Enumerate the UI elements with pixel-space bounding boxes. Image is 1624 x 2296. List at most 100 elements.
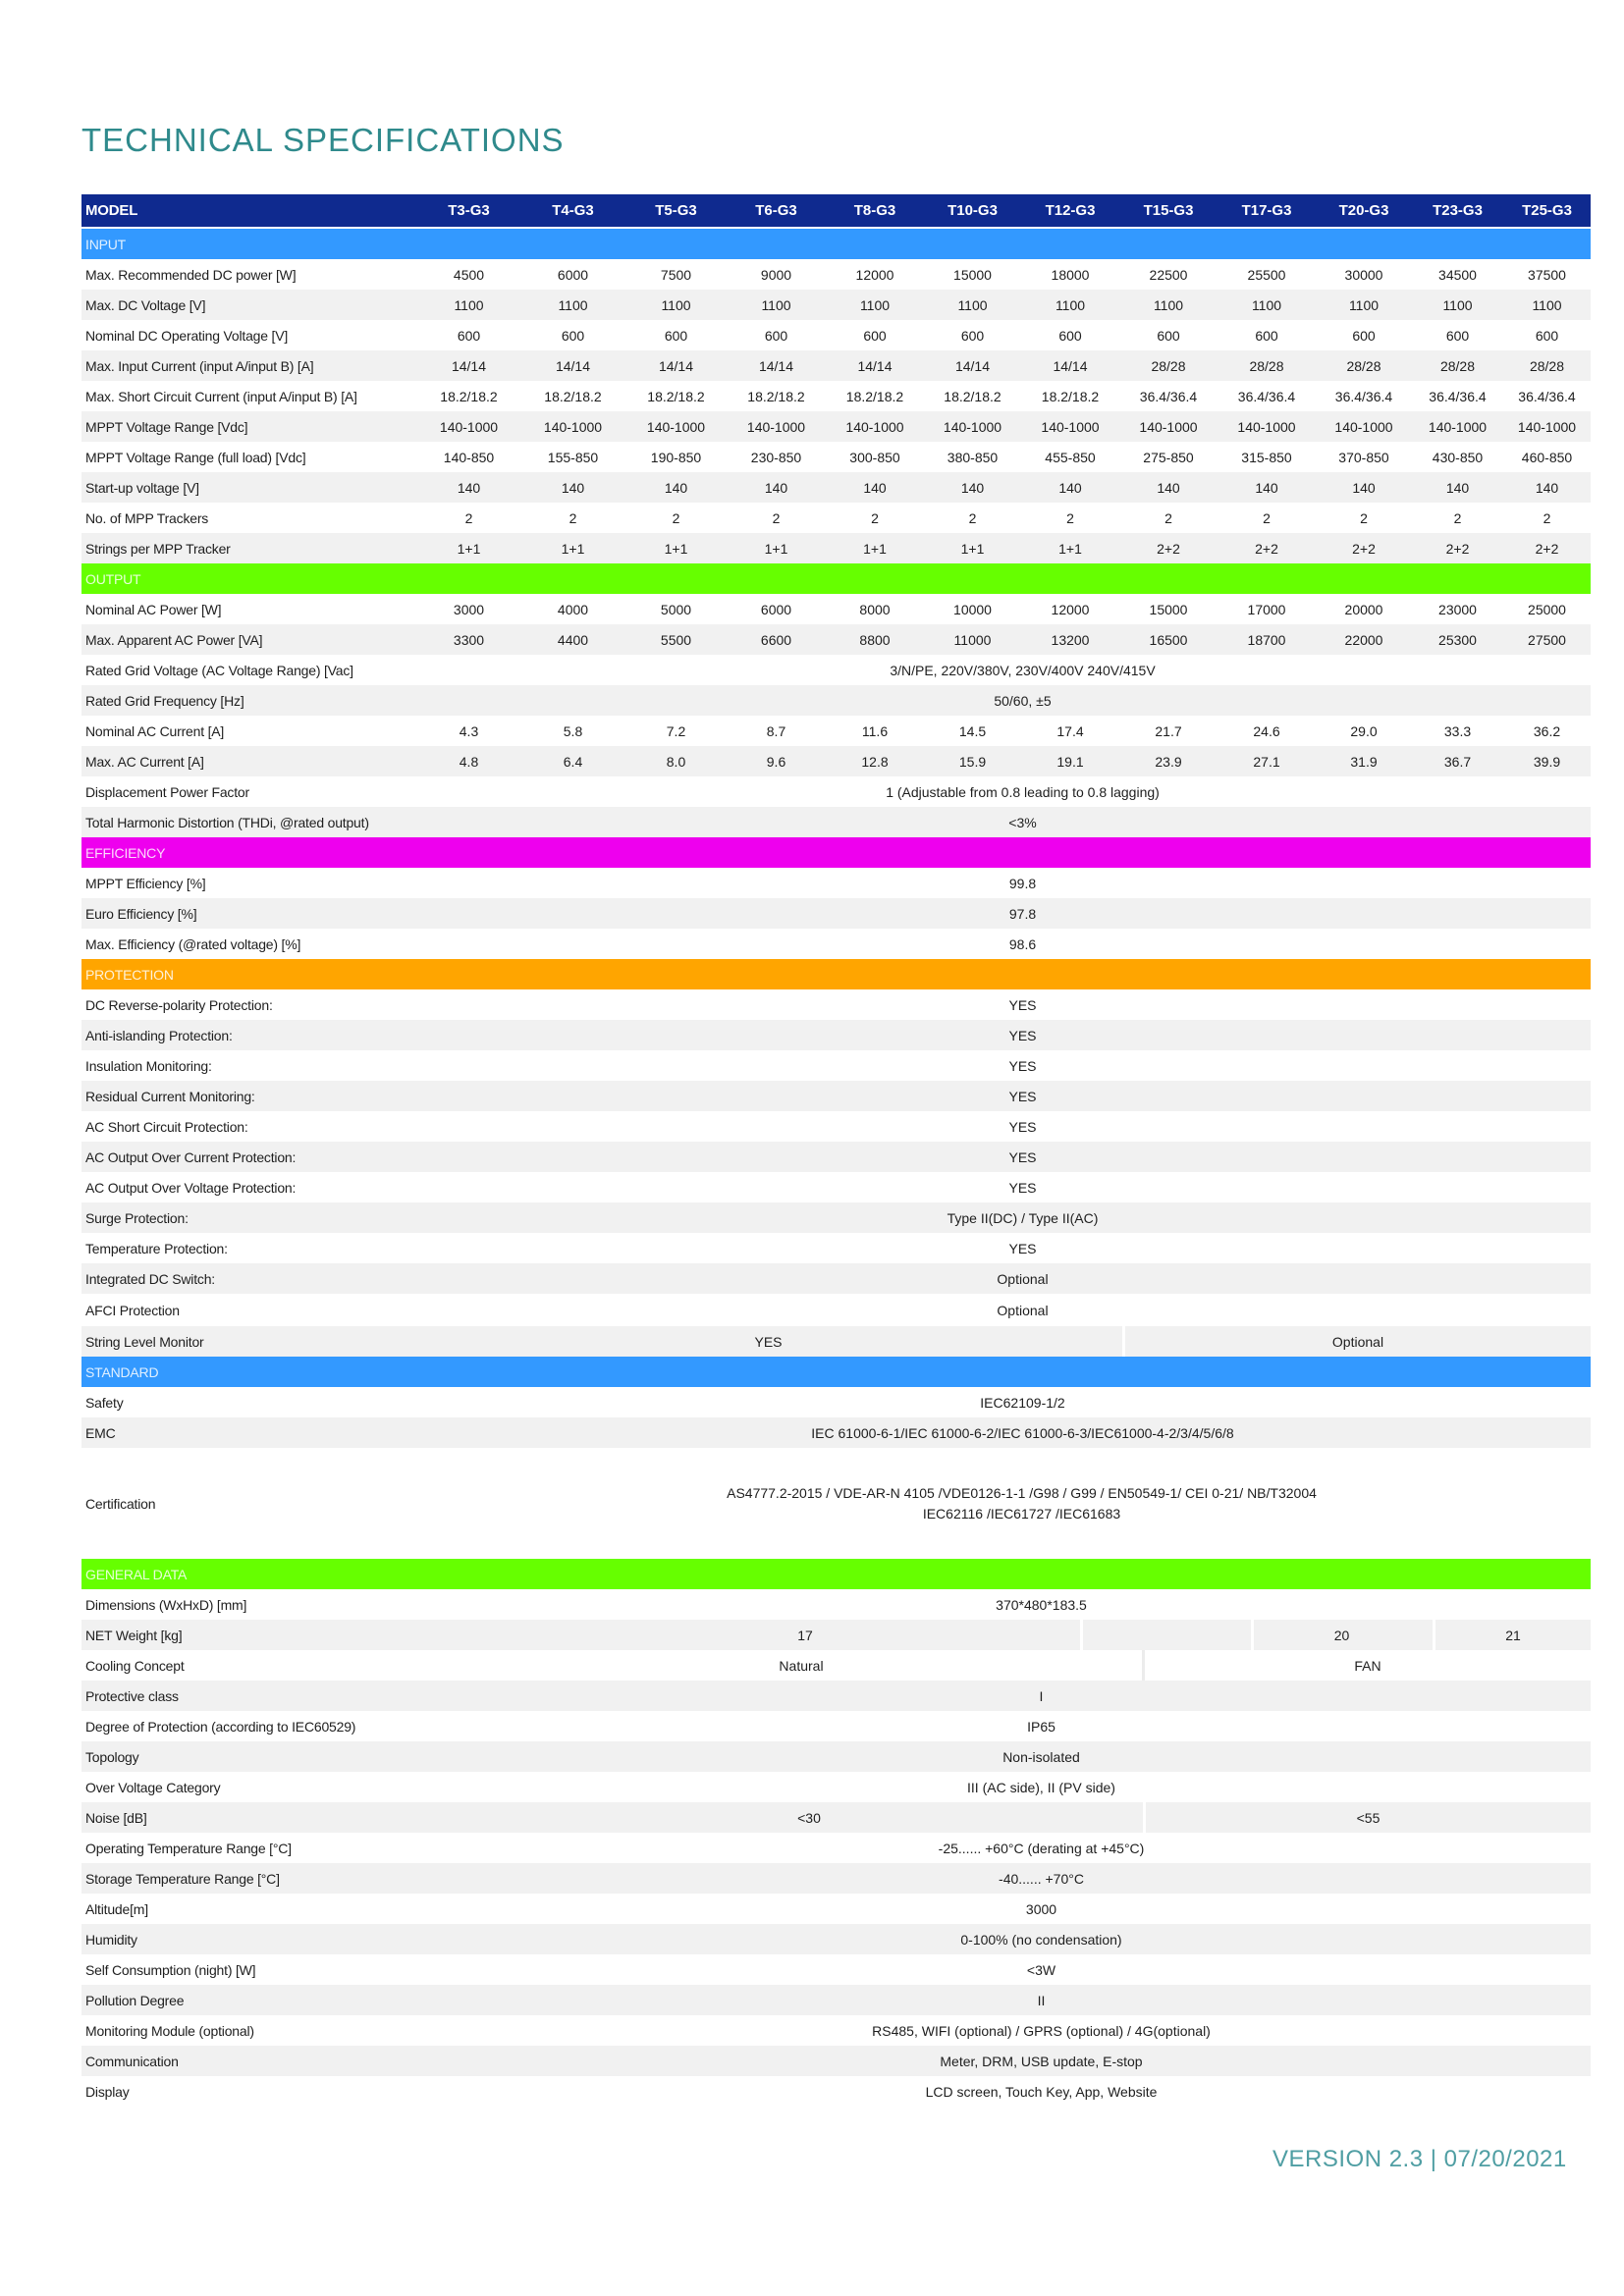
spec-label: Noise [dB] <box>85 1809 147 1826</box>
spec-value: YES <box>1008 1118 1037 1135</box>
spec-value: 6.4 <box>563 753 583 770</box>
spec-value: 21.7 <box>1155 722 1182 739</box>
spec-value: 98.6 <box>1008 935 1037 952</box>
spec-value: 28/28 <box>1439 357 1476 374</box>
spec-row-euro-efficiency: Euro Efficiency [%] 97.8 <box>81 898 1591 929</box>
spec-label: Topology <box>85 1748 139 1765</box>
spec-value: 1100 <box>859 296 891 313</box>
spec-value: IP65 <box>1027 1718 1056 1735</box>
spec-value: 275-850 <box>1143 449 1194 465</box>
spec-value: -40...... +70°C <box>999 1870 1084 1887</box>
spec-value: 1+1 <box>1058 540 1082 557</box>
spec-value: 12000 <box>855 266 894 283</box>
spec-label: Insulation Monitoring: <box>85 1057 212 1074</box>
spec-value: 140-1000 <box>1428 418 1488 435</box>
spec-row-mppt-voltage-range-vdc: MPPT Voltage Range [Vdc] 140-1000 140-1000… <box>81 411 1591 442</box>
spec-value: 17000 <box>1247 601 1286 617</box>
spec-label: Pollution Degree <box>85 1992 185 2008</box>
spec-value: 10000 <box>953 601 992 617</box>
spec-value: 29.0 <box>1350 722 1378 739</box>
spec-value: 1100 <box>957 296 988 313</box>
spec-row-nominal-ac-current-a: Nominal AC Current [A] 4.3 5.8 7.2 8.7 11.6 14… <box>81 716 1591 746</box>
spec-value: 15.9 <box>958 753 987 770</box>
spec-label: Nominal DC Operating Voltage [V] <box>85 327 289 344</box>
spec-value: 2+2 <box>1445 540 1470 557</box>
spec-value: 140-1000 <box>1334 418 1393 435</box>
spec-value: <55 <box>1143 1802 1591 1833</box>
spec-value: 2 <box>871 509 879 526</box>
spec-value <box>1080 1620 1245 1650</box>
spec-value: 27500 <box>1528 631 1566 648</box>
spec-value: Optional <box>997 1270 1049 1287</box>
spec-value: 140-1000 <box>845 418 904 435</box>
spec-value: FAN <box>1142 1650 1591 1681</box>
spec-value: 140-1000 <box>943 418 1002 435</box>
section-title: GENERAL DATA <box>85 1566 188 1582</box>
spec-label: DC Reverse-polarity Protection: <box>85 996 273 1013</box>
spec-label: Max. Input Current (input A/input B) [A] <box>85 357 314 374</box>
spec-value: RS485, WIFI (optional) / GPRS (optional)… <box>872 2022 1211 2039</box>
spec-value: 97.8 <box>1008 905 1037 922</box>
spec-row-start-up-voltage-v: Start-up voltage [V] 140 140 140 140 140 140 14… <box>81 472 1591 503</box>
spec-label: Max. Recommended DC power [W] <box>85 266 297 283</box>
section-header-protection: PROTECTION <box>81 959 1591 989</box>
spec-label: Max. Short Circuit Current (input A/inpu… <box>85 388 357 404</box>
spec-row-string-level-monitor: String Level Monitor YES Optional <box>81 1326 1591 1357</box>
spec-value: 140-1000 <box>1237 418 1296 435</box>
spec-row-displacement-power-factor: Displacement Power Factor 1 (Adjustable f… <box>81 776 1591 807</box>
model-column-header: T12-G3 <box>1045 202 1096 219</box>
spec-value: 140-1000 <box>1041 418 1100 435</box>
spec-row-mppt-voltage-range-full-load-vdc: MPPT Voltage Range (full load) [Vdc] 140-… <box>81 442 1591 472</box>
spec-value: 25500 <box>1247 266 1286 283</box>
spec-value: 24.6 <box>1253 722 1280 739</box>
spec-value: 190-850 <box>650 449 702 465</box>
spec-value: 25300 <box>1438 631 1477 648</box>
spec-value: 230-850 <box>750 449 802 465</box>
spec-value: 18.2/18.2 <box>944 388 1001 404</box>
model-column-header: T17-G3 <box>1241 202 1292 219</box>
spec-label: Surge Protection: <box>85 1209 189 1226</box>
spec-value: 140-1000 <box>746 418 806 435</box>
spec-row-certification: Certification AS4777.2-2015 / VDE-AR-N 41… <box>81 1448 1591 1559</box>
spec-row-protective-class: Protective class I <box>81 1681 1591 1711</box>
spec-value: 36.7 <box>1443 753 1472 770</box>
spec-value: 140-1000 <box>1139 418 1198 435</box>
spec-value: YES <box>1008 1240 1037 1256</box>
spec-value: 13200 <box>1051 631 1090 648</box>
spec-value: 4400 <box>557 631 589 648</box>
spec-value: 370*480*183.5 <box>996 1596 1087 1613</box>
spec-value: 2 <box>464 509 473 526</box>
spec-value: 370-850 <box>1338 449 1389 465</box>
spec-value: 25000 <box>1528 601 1566 617</box>
spec-value: 2 <box>568 509 577 526</box>
spec-value: 155-850 <box>547 449 599 465</box>
spec-value: -25...... +60°C (derating at +45°C) <box>938 1840 1145 1856</box>
spec-value: 1100 <box>761 296 791 313</box>
spec-value: 15000 <box>953 266 992 283</box>
spec-row-mppt-efficiency: MPPT Efficiency [%] 99.8 <box>81 868 1591 898</box>
spec-value: 1100 <box>558 296 588 313</box>
spec-label: AC Output Over Current Protection: <box>85 1148 297 1165</box>
spec-value: 140 <box>1058 479 1082 496</box>
spec-label: Protective class <box>85 1687 179 1704</box>
spec-label: Start-up voltage [V] <box>85 479 199 496</box>
spec-value: 600 <box>457 327 481 344</box>
spec-row-max-apparent-ac-power-va: Max. Apparent AC Power [VA] 3300 4400 5500 6… <box>81 624 1591 655</box>
spec-value: 140 <box>561 479 585 496</box>
spec-value: 4.3 <box>459 722 479 739</box>
spec-value: 18.2/18.2 <box>544 388 602 404</box>
spec-value: 18.2/18.2 <box>647 388 705 404</box>
spec-value: 99.8 <box>1008 875 1037 891</box>
spec-label: AFCI Protection <box>85 1302 180 1318</box>
spec-row-no-of-mpp-trackers: No. of MPP Trackers 2 2 2 2 2 2 2 2 2 2 2 2 <box>81 503 1591 533</box>
section-title: OUTPUT <box>85 570 141 587</box>
spec-value: II <box>1037 1992 1046 2008</box>
spec-value: 300-850 <box>849 449 900 465</box>
model-column-header: T23-G3 <box>1433 202 1483 219</box>
spec-label: Strings per MPP Tracker <box>85 540 231 557</box>
spec-value: III (AC side), II (PV side) <box>967 1779 1115 1795</box>
spec-value: 1 (Adjustable from 0.8 leading to 0.8 la… <box>886 783 1160 800</box>
spec-value: 1+1 <box>863 540 887 557</box>
spec-value: 36.4/36.4 <box>1518 388 1576 404</box>
spec-value: 9.6 <box>766 753 786 770</box>
